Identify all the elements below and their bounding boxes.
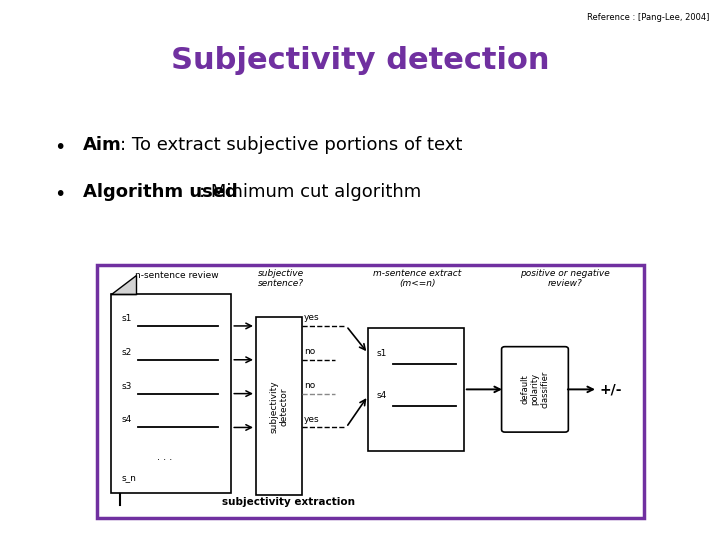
Text: : To extract subjective portions of text: : To extract subjective portions of text	[120, 136, 463, 154]
Text: n-sentence review: n-sentence review	[135, 271, 218, 280]
Text: s4: s4	[122, 415, 132, 424]
Text: subjectivity extraction: subjectivity extraction	[222, 497, 355, 507]
Text: subjective
sentence?: subjective sentence?	[258, 269, 304, 288]
FancyBboxPatch shape	[97, 265, 644, 518]
Text: subjectivity
detector: subjectivity detector	[269, 380, 289, 433]
Bar	[111, 294, 231, 493]
Text: Algorithm used: Algorithm used	[83, 183, 238, 201]
Text: +/-: +/-	[600, 382, 622, 396]
Text: yes: yes	[304, 415, 320, 424]
Text: s4: s4	[377, 391, 387, 400]
Bar	[256, 318, 302, 495]
Text: no: no	[304, 347, 315, 356]
Text: •: •	[54, 138, 66, 157]
Text: s_n: s_n	[122, 474, 137, 482]
Text: m-sentence extract
(m<=n): m-sentence extract (m<=n)	[373, 269, 462, 288]
Text: s2: s2	[122, 348, 132, 357]
Text: . . .: . . .	[158, 452, 173, 462]
Bar	[368, 328, 464, 451]
Text: •: •	[54, 185, 66, 204]
FancyBboxPatch shape	[502, 347, 568, 432]
Text: : Minimum cut algorithm: : Minimum cut algorithm	[199, 183, 422, 201]
Text: Subjectivity detection: Subjectivity detection	[171, 46, 549, 75]
Text: s3: s3	[122, 382, 132, 390]
Text: Reference : [Pang-Lee, 2004]: Reference : [Pang-Lee, 2004]	[587, 14, 709, 23]
Text: Aim: Aim	[83, 136, 122, 154]
Polygon shape	[111, 275, 135, 294]
Text: s1: s1	[122, 314, 132, 323]
Text: default
polarity
classifier: default polarity classifier	[520, 370, 550, 408]
Text: no: no	[304, 381, 315, 390]
Text: s1: s1	[377, 348, 387, 357]
Text: yes: yes	[304, 313, 320, 322]
Text: positive or negative
review?: positive or negative review?	[520, 269, 610, 288]
